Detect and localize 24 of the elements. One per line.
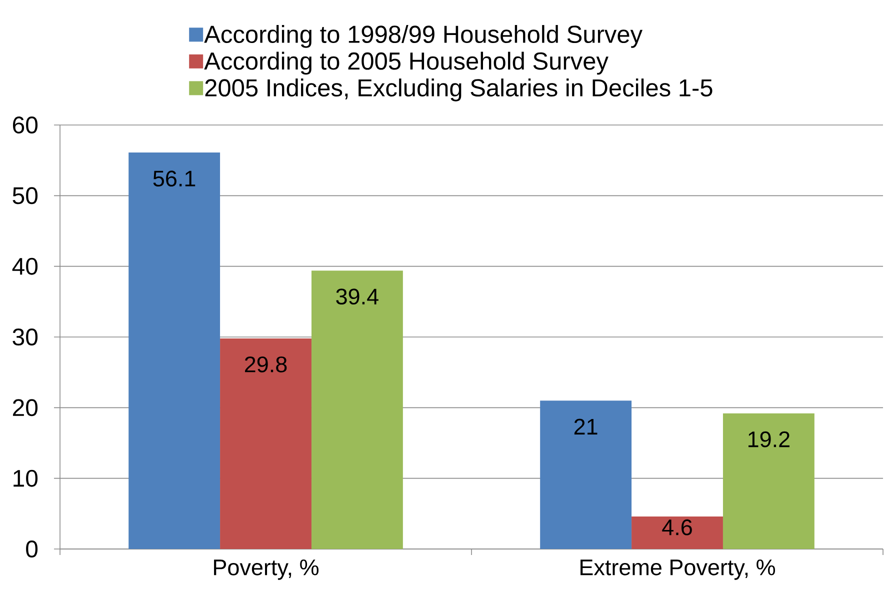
y-tick-label: 30: [12, 328, 38, 346]
legend-label: According to 2005 Household Survey: [204, 52, 608, 75]
data-label: 21: [574, 418, 598, 434]
legend-label: According to 1998/99 Household Survey: [204, 25, 643, 48]
data-label: 19.2: [748, 431, 790, 448]
bar: [632, 516, 723, 549]
y-tick-label: 60: [13, 116, 38, 134]
y-tick-label: 50: [12, 187, 38, 204]
bar: [311, 270, 403, 549]
bar: [540, 400, 632, 549]
y-tick-label: 10: [14, 470, 38, 487]
bar: [128, 152, 220, 549]
x-tick-label: Extreme Poverty, %: [580, 560, 776, 580]
y-tick-label: 0: [26, 540, 38, 558]
data-label: 39.4: [336, 288, 378, 305]
data-label: 4.6: [662, 519, 692, 536]
y-tick-label: 40: [12, 258, 38, 275]
legend-label: 2005 Indices, Excluding Salaries in Deciles 1-5: [205, 78, 712, 102]
data-label: 29.8: [244, 356, 287, 372]
bar: [220, 338, 312, 549]
data-label: 56.1: [153, 170, 196, 187]
bar: [722, 413, 814, 549]
y-tick-label: 20: [12, 399, 38, 416]
x-tick-label: Poverty, %: [214, 560, 319, 580]
